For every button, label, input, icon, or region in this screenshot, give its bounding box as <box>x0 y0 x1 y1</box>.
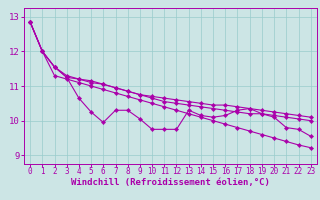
X-axis label: Windchill (Refroidissement éolien,°C): Windchill (Refroidissement éolien,°C) <box>71 178 270 187</box>
